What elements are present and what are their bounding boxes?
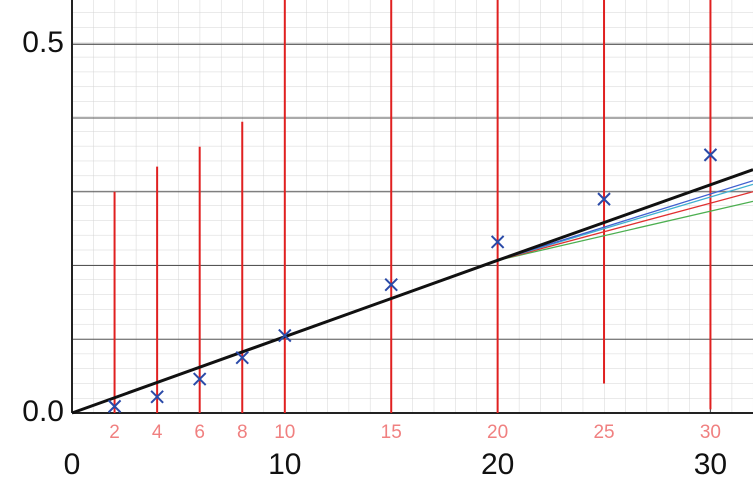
x-tick-label: 0 — [64, 448, 81, 481]
x-tick-label: 30 — [694, 448, 727, 481]
marker-label: 8 — [237, 422, 248, 443]
point — [235, 350, 249, 365]
x-tick-label: 10 — [268, 448, 301, 481]
marker-label: 30 — [700, 422, 721, 443]
point — [150, 390, 164, 404]
point — [597, 192, 611, 206]
fit-line — [71, 168, 753, 415]
marker-label: 25 — [593, 422, 614, 443]
minor-grid — [72, 0, 753, 413]
marker-label: 6 — [194, 422, 205, 443]
point — [703, 148, 718, 162]
marker-label: 15 — [381, 422, 402, 443]
y-tick-label: 0.0 — [22, 395, 64, 428]
marker-label: 4 — [152, 422, 163, 443]
marker-label: 20 — [487, 422, 508, 443]
point — [490, 235, 505, 249]
marker-label: 2 — [109, 422, 120, 443]
marker-label: 10 — [274, 422, 295, 443]
point — [107, 399, 122, 414]
point — [278, 328, 292, 343]
point — [192, 372, 207, 386]
y-tick-label: 0.5 — [22, 26, 64, 59]
point — [384, 277, 398, 292]
x-tick-label: 20 — [481, 448, 514, 481]
